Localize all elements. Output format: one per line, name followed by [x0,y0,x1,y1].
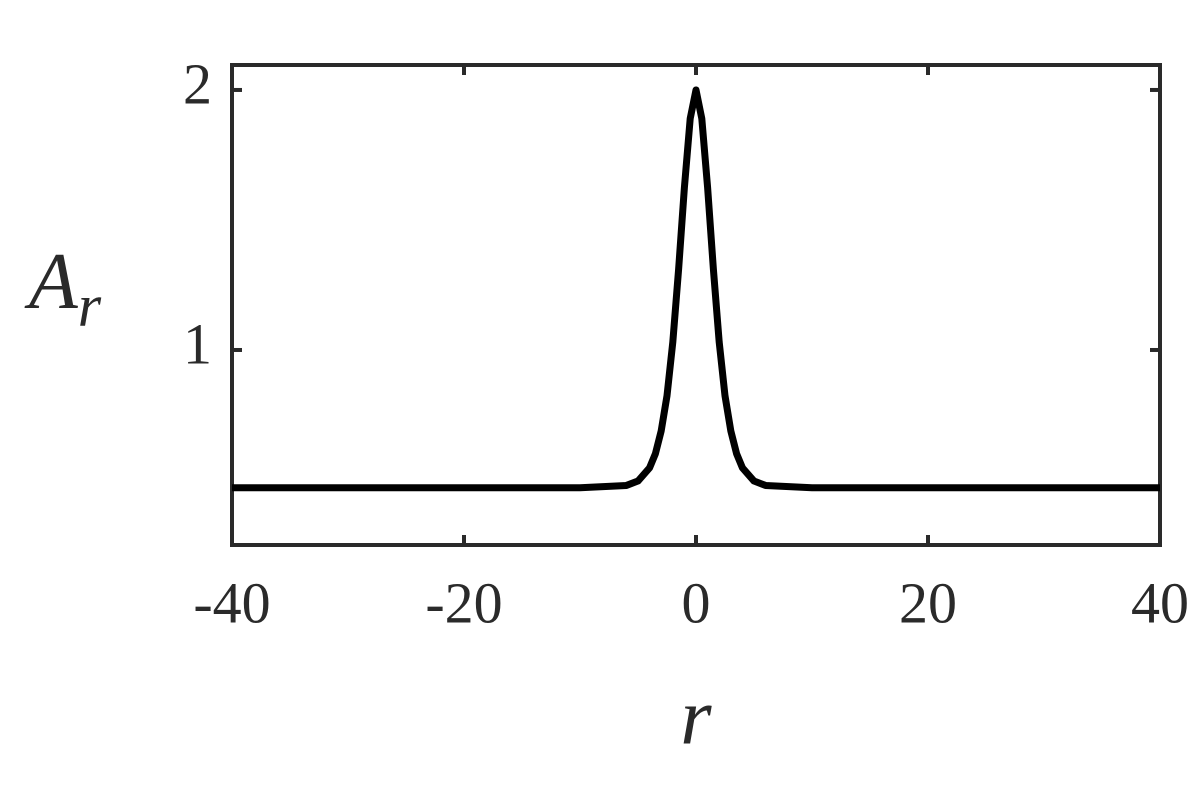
y-tick-label: 1 [183,311,212,376]
y-label-main: A [24,238,79,326]
x-axis-label: r [680,673,712,761]
data-line [232,86,1160,492]
y-label-sub: r [78,273,102,339]
plot-frame [230,63,1162,547]
x-tick-label: -20 [425,570,502,635]
x-tick-label: 40 [1131,570,1189,635]
y-axis-label: Ar [24,238,102,338]
x-tick-label: 0 [682,570,711,635]
x-tick-label: 20 [899,570,957,635]
y-tick-label: 2 [183,51,212,116]
x-tick-label: -40 [193,570,270,635]
